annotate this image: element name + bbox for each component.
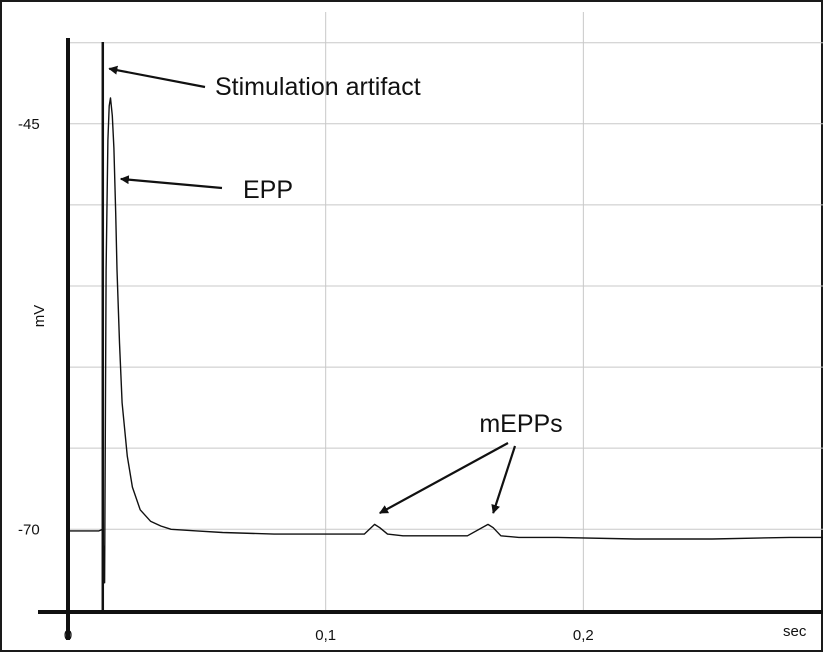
annotation-label: EPP [243,176,293,204]
annotation-arrow [119,175,223,190]
voltage-trace [68,97,823,584]
tick-labels: 0 0,1 0,2 -45 -70 [18,116,594,644]
annotation-arrow [379,442,509,515]
axes [38,38,823,640]
x-tick-label: 0 [64,627,72,644]
plot-area [68,42,823,612]
annotation-arrow [108,65,206,89]
y-tick-label: -45 [18,116,40,133]
y-tick-label: -70 [18,521,40,538]
grid-lines [68,12,823,612]
x-tick-label: 0,2 [573,627,594,644]
annotations: Stimulation artifact EPP mEPPs [108,65,563,515]
annotation-arrow [491,445,517,514]
annotation-label: Stimulation artifact [215,73,421,101]
annotation-label: mEPPs [479,410,562,438]
y-axis-label: mV [31,305,48,328]
x-tick-label: 0,1 [315,627,336,644]
x-axis-label: sec [783,623,807,640]
